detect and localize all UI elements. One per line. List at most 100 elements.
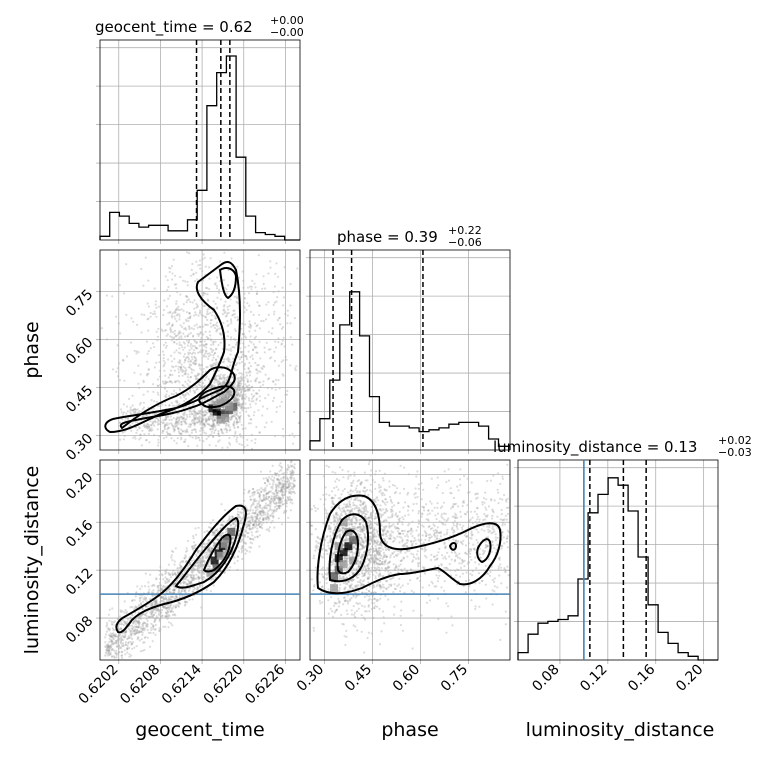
sample-point <box>185 429 188 433</box>
sample-point <box>238 384 241 387</box>
sample-point <box>292 442 295 445</box>
sample-point <box>228 426 231 429</box>
sample-point <box>209 545 212 549</box>
sample-point <box>148 588 151 591</box>
sample-point <box>149 573 152 576</box>
sample-point <box>258 399 262 402</box>
sample-point <box>229 364 232 367</box>
sample-point <box>164 374 167 377</box>
sample-point <box>189 562 192 565</box>
sample-point <box>244 427 247 430</box>
sample-point <box>267 528 270 531</box>
sample-point <box>255 392 258 395</box>
sample-point <box>186 415 189 418</box>
sample-point <box>247 367 250 370</box>
sample-point <box>212 519 215 522</box>
sample-point <box>174 335 177 338</box>
sample-point <box>192 334 195 337</box>
sample-point <box>223 382 226 385</box>
sample-point <box>157 422 160 425</box>
sample-point <box>265 507 268 510</box>
sample-point <box>252 343 255 346</box>
sample-point <box>132 320 135 323</box>
sample-point <box>275 487 278 490</box>
sample-point <box>148 441 151 444</box>
sample-point <box>175 442 178 445</box>
sample-point <box>177 422 180 425</box>
sample-point <box>281 497 285 500</box>
sample-point <box>188 423 191 426</box>
sample-point <box>230 336 233 339</box>
sample-point <box>139 615 142 618</box>
sample-point <box>143 627 146 630</box>
sample-point <box>140 585 143 588</box>
sample-point <box>163 361 167 364</box>
sample-point <box>275 494 278 497</box>
sample-point <box>161 403 164 406</box>
sample-point <box>257 511 260 514</box>
sample-point <box>214 444 218 447</box>
sample-point <box>161 431 164 434</box>
sample-point <box>126 618 130 621</box>
sample-point <box>120 620 123 623</box>
sample-point <box>239 375 243 378</box>
sample-point <box>227 390 230 393</box>
sample-point <box>149 631 152 635</box>
sample-point <box>110 640 114 643</box>
sample-point <box>174 547 177 550</box>
sample-point <box>233 295 236 298</box>
sample-point <box>182 413 185 416</box>
sample-point <box>157 419 160 422</box>
sample-point <box>252 348 255 351</box>
sample-point <box>151 640 154 643</box>
sample-point <box>171 595 174 599</box>
sample-point <box>212 300 215 303</box>
sample-point <box>145 438 148 442</box>
sample-point <box>238 442 241 446</box>
sample-point <box>240 390 243 393</box>
sample-point <box>120 627 123 630</box>
sample-point <box>228 343 231 347</box>
sample-point <box>104 633 107 636</box>
sample-point <box>241 409 244 412</box>
sample-point <box>213 352 216 355</box>
sample-point <box>124 643 127 646</box>
sample-point <box>199 364 202 367</box>
sample-point <box>216 276 219 279</box>
sample-point <box>136 408 139 411</box>
sample-point <box>214 340 217 343</box>
sample-point <box>236 393 239 396</box>
sample-point <box>233 309 236 312</box>
sample-point <box>162 353 165 356</box>
sample-point <box>223 428 226 431</box>
sample-point <box>167 414 170 417</box>
sample-point <box>260 487 263 490</box>
sample-point <box>214 428 217 431</box>
sample-point <box>182 332 185 335</box>
sample-point <box>230 400 233 404</box>
sample-point <box>237 381 241 384</box>
sample-point <box>217 343 220 347</box>
sample-point <box>190 347 193 350</box>
sample-point <box>239 414 242 417</box>
sample-point <box>165 381 168 384</box>
sample-point <box>435 554 439 557</box>
sample-point <box>193 355 196 358</box>
sample-point <box>135 645 138 648</box>
sample-point <box>158 419 161 422</box>
sample-point <box>165 415 168 418</box>
sample-point <box>135 431 138 434</box>
sample-point <box>173 369 176 372</box>
sample-point <box>182 440 186 443</box>
sample-point <box>229 393 232 396</box>
sample-point <box>168 266 171 269</box>
sample-point <box>281 493 284 497</box>
sample-point <box>170 336 173 339</box>
sample-point <box>142 424 145 427</box>
sample-point <box>218 383 221 386</box>
sample-point <box>189 423 193 426</box>
sample-point <box>191 578 194 582</box>
sample-point <box>148 645 152 648</box>
sample-point <box>235 418 238 421</box>
